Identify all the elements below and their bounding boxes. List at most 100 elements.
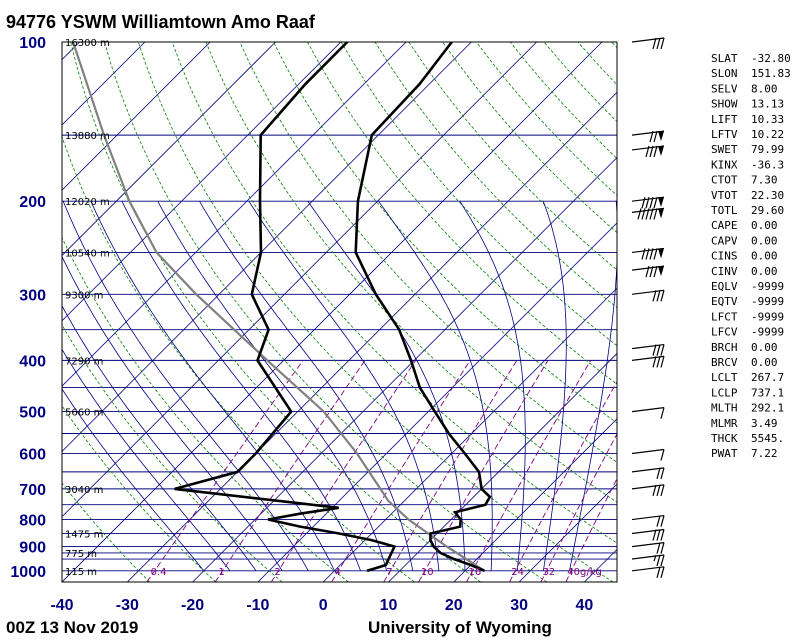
isotherm-line	[62, 42, 211, 191]
wind-barb	[631, 514, 665, 527]
footer-date: 00Z 13 Nov 2019	[6, 618, 138, 637]
isotherm-line	[62, 42, 146, 126]
moist-adiabat-line	[62, 255, 283, 572]
isotherm-line	[322, 287, 617, 582]
dry-adiabat-line	[62, 236, 349, 582]
index-value: -9999	[751, 310, 784, 323]
dry-adiabat-line	[340, 42, 617, 347]
index-key: BRCV	[711, 356, 738, 369]
moist-adiabat-line	[459, 200, 526, 571]
isotherm-line	[453, 418, 617, 582]
dry-adiabat-line	[62, 482, 150, 582]
temperature-tick-label: 40	[576, 597, 594, 614]
wind-barb	[631, 542, 665, 554]
wind-barb	[631, 343, 665, 356]
mixing-ratio-line	[466, 360, 592, 582]
temperature-tick-label: 0	[319, 597, 328, 614]
index-key: MLTH	[711, 402, 738, 415]
moist-adiabat-line	[62, 305, 257, 572]
index-key: CAPV	[711, 234, 738, 247]
mixing-ratio-line	[383, 360, 518, 582]
pressure-tick-label: 100	[19, 35, 46, 52]
index-key: CAPE	[711, 219, 738, 232]
mixing-ratio-line	[565, 477, 617, 582]
index-key: KINX	[711, 158, 738, 171]
index-key: EQTV	[711, 295, 738, 308]
dry-adiabat-line	[273, 42, 617, 424]
isotherm-line	[518, 483, 617, 582]
index-key: TOTL	[711, 204, 738, 217]
dry-adiabat-line	[374, 42, 617, 309]
index-key: SELV	[711, 82, 738, 95]
moist-adiabat-line	[569, 201, 617, 571]
index-value: 0.00	[751, 356, 778, 369]
moist-adiabat-line	[199, 200, 414, 571]
height-label: 5660 m	[65, 408, 103, 419]
index-key: LFCT	[711, 310, 738, 323]
moist-adiabat-line	[378, 200, 493, 571]
dry-adiabat-line	[70, 42, 481, 582]
pressure-tick-label: 200	[19, 194, 46, 211]
index-key: LCLP	[711, 386, 738, 399]
index-value: 7.22	[751, 447, 778, 460]
mixing-ratio-label: 10	[421, 567, 434, 578]
mixing-ratio-label: 4	[334, 567, 340, 578]
height-label: 12020 m	[65, 197, 110, 208]
isotherm-line	[62, 42, 80, 61]
wind-barb	[631, 566, 665, 578]
moist-adiabat-line	[90, 201, 335, 571]
isotherm-line	[62, 42, 537, 518]
wind-barb	[631, 484, 665, 497]
wind-barb	[631, 247, 665, 260]
temperature-tick-label: -30	[116, 597, 139, 614]
temperature-tick-label: -20	[181, 597, 204, 614]
pressure-tick-label: 500	[19, 405, 46, 422]
dry-adiabat-line	[62, 405, 217, 582]
wind-barb	[631, 554, 665, 567]
station-indices-panel: SLAT -32.80 SLON 151.83 SELV 8.00 SHOW 13.13 LIF…	[711, 52, 791, 460]
height-label: 10540 m	[65, 248, 110, 259]
index-value: 8.00	[751, 82, 778, 95]
isotherm-line	[62, 42, 603, 582]
parcel-path-line	[72, 42, 486, 572]
index-key: MLMR	[711, 417, 738, 430]
moist-adiabat-line	[62, 201, 309, 572]
index-key: LIFT	[711, 113, 738, 126]
index-key: SHOW	[711, 98, 738, 111]
height-label: 13880 m	[65, 131, 110, 142]
wind-barb	[631, 289, 665, 302]
dry-adiabat-line	[171, 42, 617, 544]
index-key: SLON	[711, 67, 738, 80]
plot-frame	[61, 41, 618, 583]
index-value: 3.49	[751, 417, 778, 430]
height-label: 3040 m	[65, 485, 103, 496]
index-value: 0.00	[751, 341, 778, 354]
index-key: VTOT	[711, 189, 738, 202]
height-label: 775 m	[65, 549, 97, 560]
sounding-lines	[72, 42, 492, 573]
pressure-tick-label: 1000	[10, 564, 46, 581]
index-value: 737.1	[751, 386, 784, 399]
index-key: CINS	[711, 250, 738, 263]
dry-adiabat-line	[442, 42, 617, 234]
mixing-ratio-label: 0.4	[151, 567, 167, 578]
temperature-tick-label: 20	[445, 597, 463, 614]
pressure-tick-label: 400	[19, 353, 46, 370]
index-key: SWET	[711, 143, 738, 156]
wind-barb	[631, 207, 665, 220]
mixing-ratio-line	[331, 360, 471, 582]
mixing-ratio-label: 1	[219, 567, 225, 578]
index-value: -9999	[751, 280, 784, 293]
footer-source: University of Wyoming	[368, 618, 552, 637]
mixing-ratio-label: 16	[468, 567, 481, 578]
moist-adiabat-line	[121, 201, 361, 571]
temperature-line	[354, 42, 492, 572]
index-value: 79.99	[751, 143, 784, 156]
wind-barb	[631, 467, 665, 480]
isotherm-line	[62, 42, 407, 387]
index-key: SLAT	[711, 52, 738, 65]
dry-adiabat-line	[205, 42, 617, 503]
